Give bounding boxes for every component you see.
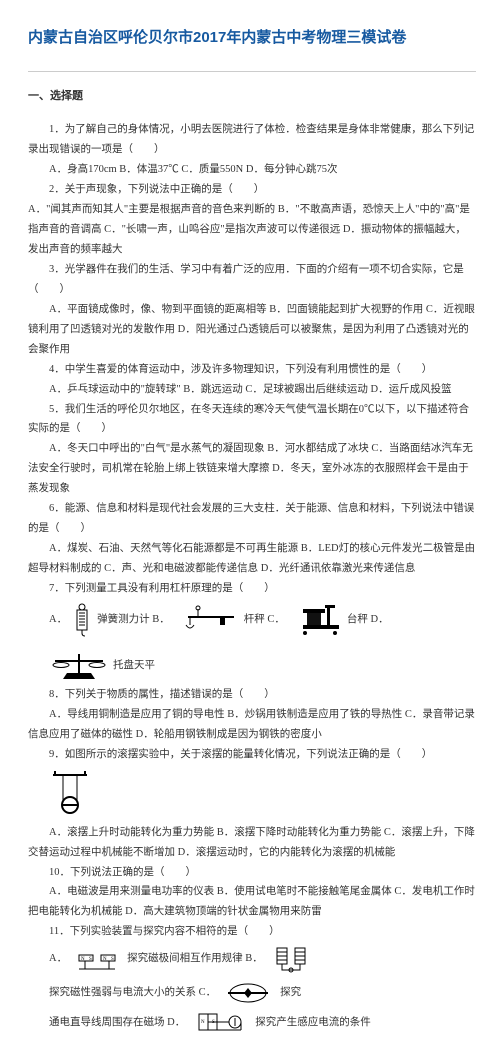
- q11-row2: 通电直导线周围存在磁场 D． NS 探究产生感应电流的条件: [49, 1008, 476, 1038]
- q8-opts: A．导线用铜制造是应用了铜的导电性 B．炒锅用铁制造是应用了铁的导热性 C．录音…: [28, 705, 476, 745]
- q2-opts: A．"闻其声而知其人"主要是根据声音的音色来判断的 B．"不敢高声语，恐惊天上人…: [28, 200, 476, 260]
- electromagnet-icon: [273, 944, 313, 974]
- q3-opts: A．平面镜成像时，像、物到平面镜的距离相等 B．凹面镜能起到扩大视野的作用 C．…: [28, 300, 476, 360]
- q11-row2B: 探究产生感应电流的条件: [255, 1013, 371, 1033]
- q9-opts: A．滚摆上升时动能转化为重力势能 B．滚摆下降时动能转化为重力势能 C．滚摆上升…: [28, 823, 476, 863]
- q11-A-label: A．: [49, 949, 67, 969]
- svg-text:N: N: [201, 1020, 205, 1025]
- magnet-poles-icon: NS NS: [77, 945, 117, 973]
- q9-figure: [49, 769, 476, 819]
- svg-text:S: S: [89, 957, 92, 962]
- q11-C-text: 探究: [280, 983, 301, 1003]
- q1-opts: A．身高170cm B．体温37℃ C．质量550N D．每分钟心跳75次: [28, 160, 476, 180]
- svg-text:S: S: [111, 957, 114, 962]
- q7-A-label: A．: [49, 610, 67, 630]
- q6-stem: 6．能源、信息和材料是现代社会发展的三大支柱．关于能源、信息和材料，下列说法中错…: [28, 499, 476, 539]
- q11-row2A: 通电直导线周围存在磁场 D．: [49, 1013, 185, 1033]
- q11-A-text: 探究磁极间相互作用规律 B．: [127, 949, 263, 969]
- rolling-pendulum-icon: [49, 769, 91, 819]
- balance-icon: [49, 651, 109, 681]
- q4-opts: A．乒乓球运动中的"旋转球" B．跳远运动 C．足球被踢出后继续运动 D．运斤成…: [28, 380, 476, 400]
- compass-wire-icon: [226, 980, 270, 1006]
- page-title: 内蒙古自治区呼伦贝尔市2017年内蒙古中考物理三模试卷: [28, 24, 476, 53]
- q10-opts: A．电磁波是用来测量电功率的仪表 B．使用试电笔时不能接触笔尾金属体 C．发电机…: [28, 882, 476, 922]
- q2-stem: 2．关于声现象，下列说法中正确的是（ ）: [28, 180, 476, 200]
- q10-stem: 10．下列说法正确的是（ ）: [28, 863, 476, 883]
- q9-stem: 9．如图所示的滚摆实验中，关于滚摆的能量转化情况，下列说法正确的是（ ）: [28, 745, 476, 765]
- platform-scale-icon: [299, 603, 343, 637]
- q7-D-text: 托盘天平: [113, 656, 155, 676]
- q11-B-text: 探究磁性强弱与电流大小的关系 C．: [49, 983, 216, 1003]
- q7-A-text: 弹簧测力计 B．: [97, 610, 170, 630]
- q4-stem: 4．中学生喜爱的体育运动中，涉及许多物理知识，下列没有利用惯性的是（ ）: [28, 360, 476, 380]
- induction-icon: NS: [195, 1008, 245, 1038]
- q7-figures: A． 弹簧测力计 B． 杆秤 C．: [49, 603, 476, 681]
- q7-stem: 7．下列测量工具没有利用杠杆原理的是（ ）: [28, 579, 476, 599]
- q3-stem: 3．光学器件在我们的生活、学习中有着广泛的应用．下面的介绍有一项不切合实际，它是…: [28, 260, 476, 300]
- spring-scale-icon: [71, 603, 93, 637]
- section-title: 一、选择题: [28, 86, 476, 107]
- svg-text:N: N: [103, 957, 107, 962]
- q11-stem: 11．下列实验装置与探究内容不相符的是（ ）: [28, 922, 476, 942]
- svg-text:N: N: [81, 957, 85, 962]
- q6-opts: A．煤炭、石油、天然气等化石能源都是不可再生能源 B．LED灯的核心元件发光二极…: [28, 539, 476, 579]
- q5-opts: A．冬天口中呼出的"白气"是水蒸气的凝固现象 B．河水都结成了冰块 C．当路面结…: [28, 439, 476, 499]
- divider: [28, 71, 476, 72]
- q8-stem: 8．下列关于物质的属性，描述错误的是（ ）: [28, 685, 476, 705]
- q7-C-text: 台秤 D．: [347, 610, 389, 630]
- q11-row1: A． NS NS 探究磁极间相互作用规律 B． 探究磁性强弱与电流大小的关系 C…: [49, 944, 476, 1006]
- steelyard-icon: [184, 605, 240, 635]
- q1-stem: 1．为了解自己的身体情况，小明去医院进行了体检．检查结果是身体非常健康，那么下列…: [28, 120, 476, 160]
- q7-B-text: 杆秤 C．: [244, 610, 285, 630]
- q5-stem: 5．我们生活的呼伦贝尔地区，在冬天连续的寒冷天气使气温长期在0℃以下，以下描述符…: [28, 400, 476, 440]
